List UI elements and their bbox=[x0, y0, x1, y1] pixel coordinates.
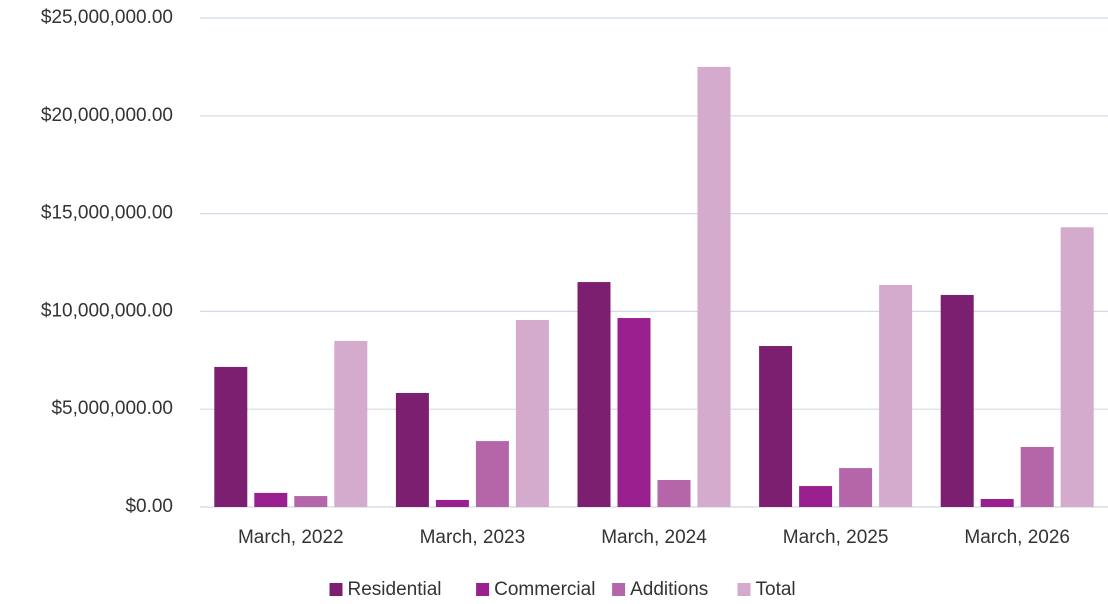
x-tick-label: March, 2023 bbox=[420, 527, 526, 548]
bar bbox=[254, 492, 288, 507]
bar bbox=[759, 346, 793, 507]
y-tick-label: $15,000,000.00 bbox=[41, 203, 173, 224]
bar bbox=[214, 366, 248, 507]
bar bbox=[940, 294, 974, 507]
legend-label: Residential bbox=[348, 579, 442, 600]
legend-swatch bbox=[329, 583, 343, 596]
bar bbox=[657, 480, 691, 507]
bar bbox=[294, 496, 328, 507]
legend-label: Commercial bbox=[494, 579, 595, 600]
bar bbox=[799, 486, 833, 507]
bar bbox=[395, 392, 429, 507]
legend-swatch bbox=[476, 583, 490, 596]
y-tick-label: $20,000,000.00 bbox=[41, 105, 173, 126]
y-tick-label: $0.00 bbox=[125, 496, 173, 517]
legend-swatch bbox=[737, 583, 751, 596]
x-tick-label: March, 2022 bbox=[238, 527, 344, 548]
legend-label: Additions bbox=[630, 579, 708, 600]
bar bbox=[475, 441, 509, 507]
x-tick-label: March, 2026 bbox=[964, 527, 1070, 548]
y-tick-label: $10,000,000.00 bbox=[41, 300, 173, 321]
y-tick-label: $25,000,000.00 bbox=[41, 7, 173, 28]
legend-label: Total bbox=[756, 579, 796, 600]
bar bbox=[435, 499, 469, 507]
bar bbox=[617, 318, 651, 507]
bar bbox=[879, 284, 913, 507]
bar bbox=[515, 320, 549, 507]
bar bbox=[980, 498, 1014, 507]
legend-swatch bbox=[612, 583, 626, 596]
bar bbox=[1020, 446, 1054, 507]
bar bbox=[839, 468, 873, 507]
bar bbox=[697, 66, 731, 508]
x-tick-label: March, 2024 bbox=[601, 527, 707, 548]
bar bbox=[1060, 227, 1094, 508]
x-tick-label: March, 2025 bbox=[783, 527, 889, 548]
bar bbox=[334, 340, 368, 507]
bar bbox=[577, 282, 611, 507]
y-tick-label: $5,000,000.00 bbox=[51, 398, 173, 419]
